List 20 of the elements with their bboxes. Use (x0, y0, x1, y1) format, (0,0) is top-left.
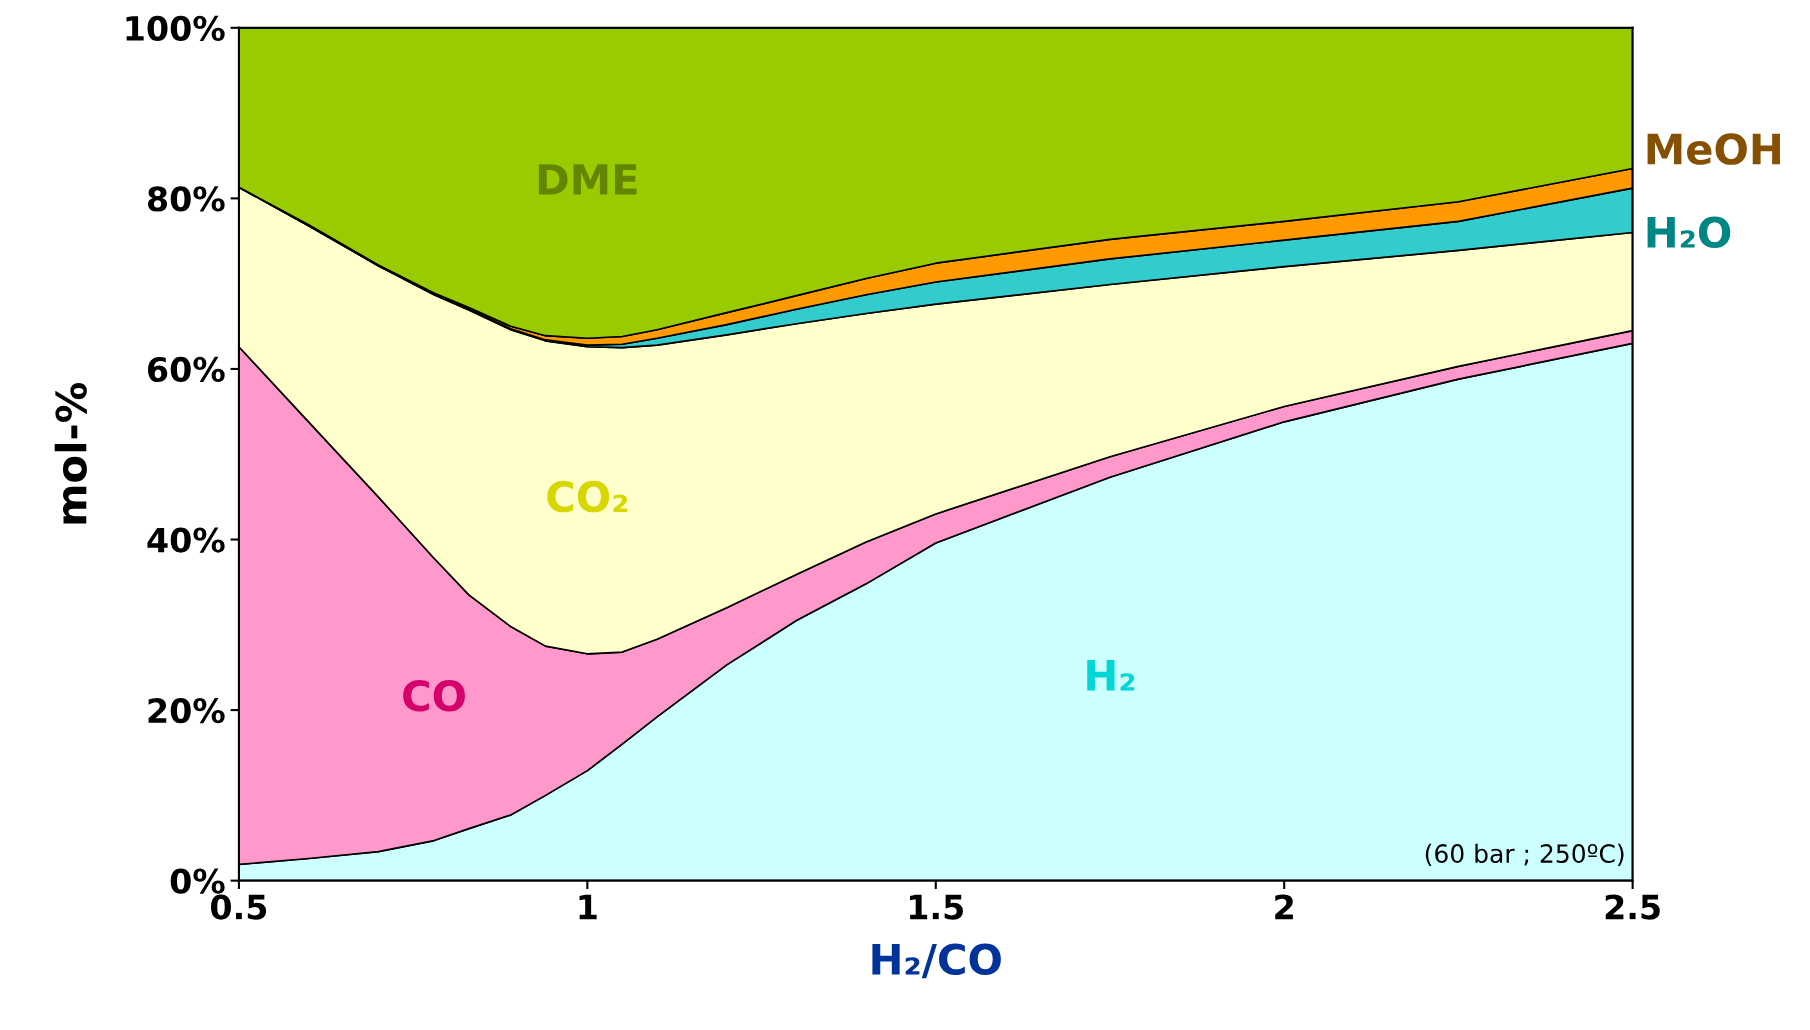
annotation: (60 bar ; 250ºC) (1425, 843, 1624, 866)
y-tick-label: 20% (148, 698, 225, 724)
series-label: H₂ (1087, 660, 1135, 691)
series-label: MeOH (1647, 133, 1780, 165)
series-label: CO₂ (547, 480, 628, 513)
y-axis-title: mol-% (54, 382, 87, 524)
x-tick-label: 1 (579, 894, 597, 920)
y-tick-label: 100% (126, 15, 225, 41)
x-tick-label: 2 (1275, 894, 1293, 920)
x-axis-title: H₂/CO (872, 943, 1001, 979)
x-tick-label: 0.5 (210, 894, 267, 920)
series-label: DME (538, 164, 637, 195)
series-label: CO (403, 679, 465, 712)
x-tick-label: 2.5 (1605, 894, 1660, 920)
y-tick-label: 80% (147, 186, 225, 212)
series-label: H₂O (1647, 216, 1731, 248)
x-tick-label: 1.5 (910, 894, 963, 920)
y-tick-label: 60% (148, 356, 225, 383)
y-tick-label: 0% (170, 868, 225, 894)
y-tick-label: 40% (147, 527, 225, 553)
